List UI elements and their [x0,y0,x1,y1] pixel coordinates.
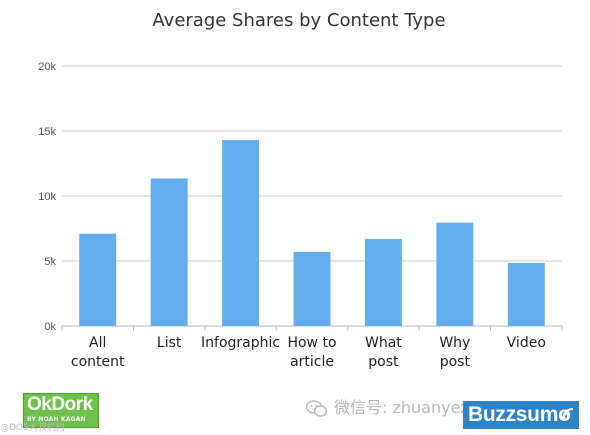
y-axis: 0k 5k 10k 15k 20k [38,61,56,333]
x-tick-label: Why post [439,335,470,370]
bar [436,222,474,326]
x-tick-label: List [157,335,182,351]
okdork-logo: OkDork BY NOAH KAGAN [23,393,99,428]
y-tick-label: 0k [44,321,56,333]
bar [293,251,331,326]
bar [222,140,260,326]
x-tick-label: Infographic [201,335,280,351]
chart-title: Average Shares by Content Type [152,10,445,31]
okdork-logo-text: OkDork [27,394,93,415]
x-axis: All content List Infographic How to article Wh… [61,326,563,370]
bar [364,238,402,326]
signal-icon [562,408,574,420]
x-tick-label: Video [507,335,546,351]
buzzsumo-logo-text: Buzzsumo [468,403,571,426]
bar [150,178,188,326]
x-tick-label: How to article [287,335,336,370]
y-tick-label: 5k [44,256,56,268]
bar [507,262,545,326]
y-tick-label: 15k [38,126,56,138]
y-tick-label: 10k [38,191,56,203]
bars [79,140,545,326]
x-tick-label: All content [71,335,125,370]
source-watermark: @DOS大叔机构 [0,423,65,433]
bar [79,233,117,326]
buzzsumo-logo: Buzzsumo [463,401,579,429]
okdork-logo-subtext: BY NOAH KAGAN [27,416,86,423]
grid-lines [62,65,562,327]
y-tick-label: 20k [38,61,56,73]
wechat-icon [305,399,328,417]
x-tick-label: What post [365,335,402,370]
